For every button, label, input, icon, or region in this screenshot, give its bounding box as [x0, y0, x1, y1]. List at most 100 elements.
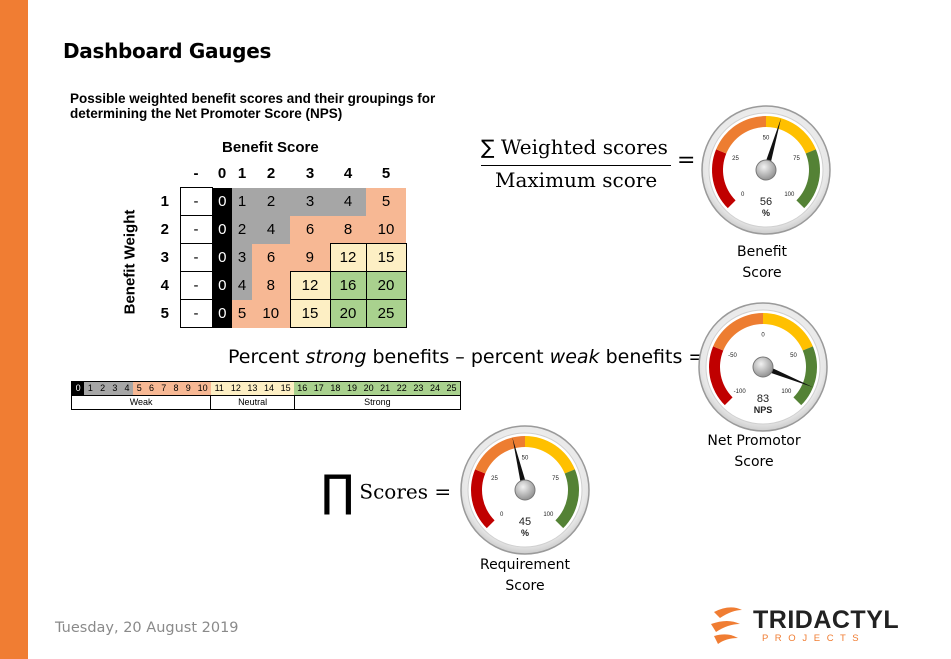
matrix-row-header: 3 — [160, 249, 169, 266]
matrix-cell: 10 — [252, 299, 290, 328]
nps-label-line1: Net Promotor — [707, 433, 801, 449]
gauge-hub — [752, 356, 774, 378]
gauge-hub — [514, 479, 536, 501]
matrix-cell: 16 — [329, 271, 367, 300]
matrix-cell: 0 — [212, 187, 232, 216]
matrix-cell: 4 — [330, 187, 366, 216]
requirement-text: Scores = — [359, 479, 452, 504]
requirement-gauge: 0 25 50 75 100 45% — [460, 425, 590, 555]
nps-text-1: Percent — [228, 346, 306, 368]
scale-number: 11 — [210, 382, 228, 395]
scale-number: 25 — [443, 382, 460, 395]
gauge-tick-label: 0 — [741, 192, 745, 198]
matrix-cell: 10 — [366, 215, 406, 244]
matrix-cell: 15 — [289, 299, 331, 328]
matrix-cell: 3 — [232, 243, 252, 272]
matrix-cell: 2 — [232, 215, 252, 244]
scale-number: 21 — [376, 382, 394, 395]
gauge-tick-label: 50 — [790, 353, 797, 359]
matrix-cell: 25 — [365, 299, 407, 328]
gauge-band-green — [793, 346, 817, 406]
matrix-cell: 12 — [289, 271, 331, 300]
matrix-row: 4-0 4 8 12 16 20 — [150, 271, 407, 300]
matrix-row-header: 5 — [160, 305, 169, 322]
scale-number: 0 — [72, 382, 85, 395]
requirement-gauge-label: Requirement Score — [465, 555, 585, 597]
gauge-tick-label: 100 — [543, 512, 554, 518]
matrix-row-header: 1 — [160, 193, 169, 210]
nps-text-2: benefits – percent — [366, 346, 550, 368]
gauge-tick-label: 0 — [761, 333, 765, 339]
gauge-value: 45 — [519, 516, 531, 528]
scale-number: 3 — [108, 382, 121, 395]
matrix-col-header: 4 — [343, 165, 353, 183]
gauge-band-yellow — [763, 313, 813, 351]
scale-number: 4 — [120, 382, 134, 395]
gauge-hub — [755, 159, 777, 181]
matrix-cell: 20 — [329, 299, 367, 328]
benefit-gauge: 0 25 50 75 100 56% — [701, 105, 831, 235]
scale-number: 6 — [145, 382, 158, 395]
matrix-col-header: 1 — [237, 165, 247, 183]
matrix-cell: 6 — [290, 215, 330, 244]
tridactyl-logo: TRIDACTYL P R O J E C T S — [708, 602, 900, 648]
scale-number: 15 — [277, 382, 294, 395]
scale-number: 20 — [360, 382, 377, 395]
nps-label-line2: Score — [734, 454, 774, 470]
scale-number: 5 — [133, 382, 146, 395]
gauge-tick-label: 0 — [500, 512, 504, 518]
gauge-band-green — [555, 469, 579, 529]
gauge-band-orange — [713, 313, 763, 351]
nps-strong: strong — [305, 346, 367, 368]
scale-number: 2 — [96, 382, 109, 395]
matrix-cell: 0 — [212, 299, 232, 328]
benefit-label-line2: Score — [742, 265, 782, 281]
gauge-band-yellow — [766, 116, 816, 154]
scale-number: 14 — [260, 382, 278, 395]
formula-denominator: Maximum score — [495, 168, 658, 192]
matrix-cell: 1 — [232, 187, 252, 216]
matrix-cell: 6 — [252, 243, 290, 272]
scale-number: 24 — [426, 382, 444, 395]
matrix-cell: 4 — [252, 215, 290, 244]
scale-number: 17 — [310, 382, 328, 395]
matrix-row: 2-0 2 4 6 8 10 — [150, 215, 406, 244]
matrix-col-header: 5 — [381, 165, 391, 183]
logo-name: TRIDACTYL — [753, 606, 900, 634]
matrix-dash-cell: - — [179, 299, 213, 328]
scale-number: 8 — [169, 382, 183, 395]
matrix-cell: 8 — [252, 271, 290, 300]
matrix-cell: 5 — [366, 187, 406, 216]
gauge-band-orange — [475, 436, 525, 474]
gauge-tick-label: 25 — [491, 476, 498, 482]
accent-sidebar — [0, 0, 28, 659]
nps-weak: weak — [549, 346, 600, 368]
page-title: Dashboard Gauges — [63, 39, 272, 63]
requirement-label-line2: Score — [505, 578, 545, 594]
benefit-equals: = — [677, 148, 696, 173]
benefit-label-line1: Benefit — [736, 244, 787, 260]
gauge-tick-label: 100 — [784, 192, 795, 198]
matrix-col-title: Benefit Score — [222, 139, 319, 156]
sum-symbol: ∑ — [481, 135, 495, 159]
gauge-band-orange — [716, 116, 766, 154]
matrix-caption: Possible weighted benefit scores and the… — [70, 91, 436, 121]
matrix-dash-cell: - — [179, 215, 213, 244]
scale-group-strong: Strong — [293, 396, 460, 409]
benefit-score-matrix: -0 1 2 3 4 5 1-0 1 2 3 4 5 2-0 2 4 6 8 10 3-0 3 6 9 12 15 4-0 4 8 1… — [150, 160, 407, 328]
matrix-cell: 0 — [212, 271, 232, 300]
scale-number: 9 — [182, 382, 195, 395]
matrix-dash-cell: - — [179, 243, 213, 272]
matrix-cell: 9 — [290, 243, 330, 272]
nps-text-3: benefits = — [599, 346, 705, 368]
gauge-tick-label: -100 — [734, 389, 747, 395]
gauge-tick-label: 75 — [552, 476, 559, 482]
matrix-cell: 20 — [365, 271, 407, 300]
gauge-band-yellow — [525, 436, 575, 474]
benefit-gauge-label: Benefit Score — [712, 242, 812, 284]
scale-group-weak: Weak — [129, 397, 153, 407]
matrix-cell: 12 — [329, 243, 367, 272]
scale-number: 23 — [410, 382, 427, 395]
matrix-cell: 3 — [290, 187, 330, 216]
